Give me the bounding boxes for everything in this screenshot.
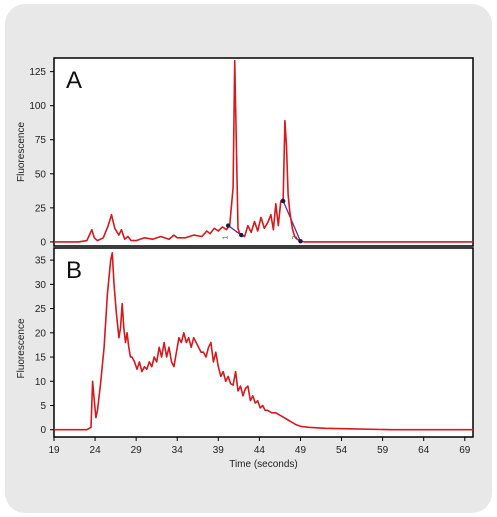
series-line <box>54 252 473 431</box>
peak-marker <box>298 239 303 244</box>
y-tick-label: 25 <box>35 203 47 214</box>
y-tick-label: 100 <box>29 101 46 112</box>
y-tick-label: 10 <box>35 377 47 388</box>
x-tick-label: 59 <box>377 445 389 456</box>
y-tick-label: 25 <box>35 304 47 315</box>
peak-number: 2 <box>292 236 299 240</box>
y-axis-title: Fluorescence <box>16 122 27 182</box>
y-tick-label: 15 <box>35 353 47 364</box>
y-tick-label: 50 <box>35 169 47 180</box>
peak-marker <box>225 223 231 228</box>
peak-marker <box>281 198 286 204</box>
panel-label: A <box>66 67 82 94</box>
y-tick-label: 20 <box>35 328 47 339</box>
x-tick-label: 49 <box>295 445 307 456</box>
peak-number: 1 <box>222 236 229 240</box>
x-tick-label: 69 <box>459 445 471 456</box>
panel-a-chart: 0 25 50 75 100 125 Fluorescence A 1 2 <box>16 57 474 248</box>
y-tick-label: 0 <box>40 425 46 436</box>
series-line <box>54 59 473 243</box>
x-tick-label: 39 <box>213 445 225 456</box>
y-tick-label: 125 <box>29 67 46 78</box>
peak-marker <box>239 232 244 238</box>
x-tick-label: 29 <box>131 445 143 456</box>
y-tick-label: 0 <box>40 237 46 248</box>
x-tick-label: 24 <box>90 445 102 456</box>
x-tick-label: 64 <box>418 445 430 456</box>
y-axis-title: Fluorescence <box>16 318 27 378</box>
x-tick-label: 54 <box>336 445 348 456</box>
x-tick-label: 34 <box>172 445 184 456</box>
y-tick-label: 5 <box>40 401 46 412</box>
x-axis-title: Time (seconds) <box>229 459 298 470</box>
y-tick-label: 35 <box>35 256 47 267</box>
x-tick-label: 19 <box>48 445 60 456</box>
y-tick-label: 75 <box>35 135 47 146</box>
panel-b-chart: 0 5 10 15 20 25 30 35 19 24 29 34 39 44 49 54 59 64 69 Fluo… <box>16 247 474 470</box>
plot-area <box>53 57 474 247</box>
y-tick-label: 30 <box>35 280 47 291</box>
x-tick-label: 44 <box>254 445 266 456</box>
panel-label: B <box>66 257 82 284</box>
